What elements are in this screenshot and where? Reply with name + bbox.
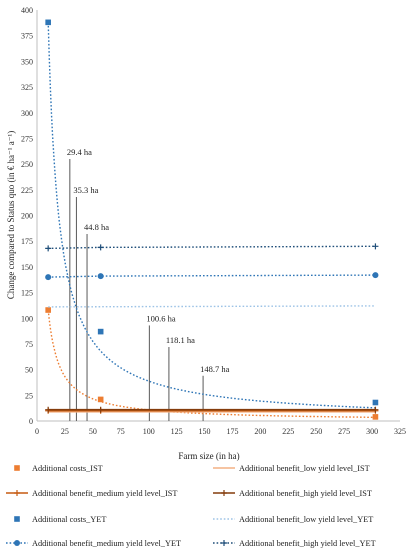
series-5 <box>45 19 379 406</box>
legend-item: Additional benefit_high yield level_YET <box>213 539 376 548</box>
legend-item: Additional benefit_medium yield level_YE… <box>6 539 181 548</box>
legend: Additional costs_IST Additional benefit_l… <box>6 464 376 548</box>
threshold-label: 148.7 ha <box>200 364 230 374</box>
data-point <box>97 406 104 413</box>
data-point <box>372 406 379 413</box>
y-tick-label: 175 <box>21 237 33 246</box>
data-point <box>372 243 379 250</box>
legend-item: Additional benefit_medium yield level_IS… <box>6 489 177 498</box>
annotations: 29.4 ha 35.3 ha 44.8 ha 100.6 ha 118.1 ha 148… <box>67 147 230 421</box>
data-point <box>97 396 104 403</box>
legend-symbol <box>213 490 235 496</box>
trendline <box>47 22 376 409</box>
legend-symbol <box>6 540 28 546</box>
x-tick-label: 225 <box>282 427 294 436</box>
y-tick-label: 375 <box>21 32 33 41</box>
y-tick-label: 225 <box>21 186 33 195</box>
x-tick-label: 200 <box>254 427 266 436</box>
legend-marker <box>14 465 20 471</box>
x-tick-label: 325 <box>394 427 406 436</box>
legend-label: Additional benefit_high yield level_YET <box>239 539 376 548</box>
legend-symbol <box>14 465 20 471</box>
data-point <box>45 19 51 26</box>
legend-item: Additional costs_IST <box>14 464 103 473</box>
data-point <box>45 307 51 313</box>
legend-marker <box>14 540 20 546</box>
series-1 <box>45 307 379 420</box>
y-tick-label: 350 <box>21 57 33 66</box>
legend-label: Additional costs_YET <box>32 515 106 524</box>
data-point <box>97 273 104 280</box>
series-8 <box>45 243 379 252</box>
data-point <box>372 272 379 279</box>
x-tick-label: 0 <box>35 427 39 436</box>
legend-item: Additional benefit_high yield level_IST <box>213 489 372 498</box>
legend-symbol <box>213 540 235 546</box>
legend-symbol <box>14 516 20 522</box>
legend-item: Additional benefit_low yield level_YET <box>213 515 373 524</box>
threshold-label: 29.4 ha <box>67 147 92 157</box>
series-line <box>48 305 376 308</box>
axes: 0255075100125150175200225250275300325350… <box>21 6 406 436</box>
series-4 <box>45 406 379 413</box>
legend-marker <box>221 540 227 546</box>
x-tick-label: 275 <box>338 427 350 436</box>
y-tick-label: 300 <box>21 109 33 118</box>
series-line <box>48 245 376 250</box>
series-layer <box>45 19 379 420</box>
legend-label: Additional benefit_medium yield level_YE… <box>32 539 181 548</box>
threshold-label: 118.1 ha <box>166 335 195 345</box>
series-7 <box>45 272 379 281</box>
y-tick-label: 150 <box>21 263 33 272</box>
legend-label: Additional benefit_high yield level_IST <box>239 489 372 498</box>
x-tick-label: 75 <box>117 427 125 436</box>
data-point <box>45 406 52 413</box>
threshold-label: 44.8 ha <box>84 222 109 232</box>
series-6 <box>48 305 376 308</box>
legend-marker <box>14 516 20 522</box>
threshold-label: 35.3 ha <box>73 185 98 195</box>
legend-label: Additional costs_IST <box>32 464 103 473</box>
data-point <box>97 244 104 251</box>
legend-symbol <box>6 490 28 496</box>
x-tick-label: 150 <box>199 427 211 436</box>
x-tick-label: 50 <box>89 427 97 436</box>
data-point <box>97 328 104 335</box>
y-tick-label: 275 <box>21 134 33 143</box>
threshold-label: 100.6 ha <box>146 313 176 323</box>
x-tick-label: 175 <box>226 427 238 436</box>
y-tick-label: 200 <box>21 212 33 221</box>
legend-marker <box>221 490 227 496</box>
y-tick-label: 75 <box>25 340 33 349</box>
data-point <box>372 414 379 420</box>
x-tick-label: 125 <box>171 427 183 436</box>
data-point <box>45 274 52 281</box>
x-tick-label: 100 <box>143 427 155 436</box>
y-tick-label: 50 <box>25 366 33 375</box>
legend-label: Additional benefit_low yield level_IST <box>239 464 370 473</box>
legend-label: Additional benefit_medium yield level_IS… <box>32 489 177 498</box>
x-tick-label: 300 <box>366 427 378 436</box>
y-tick-label: 125 <box>21 289 33 298</box>
y-tick-label: 100 <box>21 314 33 323</box>
legend-item: Additional benefit_low yield level_IST <box>213 464 370 473</box>
y-tick-label: 0 <box>29 417 33 426</box>
x-tick-label: 250 <box>310 427 322 436</box>
y-tick-label: 25 <box>25 391 33 400</box>
x-tick-label: 25 <box>61 427 69 436</box>
x-axis-title: Farm size (in ha) <box>178 451 239 461</box>
legend-marker <box>14 490 20 496</box>
series-line <box>48 274 376 278</box>
y-axis-title: Change compared to Status quo (in € ha⁻¹… <box>6 131 16 299</box>
legend-item: Additional costs_YET <box>14 515 106 524</box>
y-tick-label: 250 <box>21 160 33 169</box>
y-tick-label: 325 <box>21 83 33 92</box>
data-point <box>45 245 52 252</box>
legend-label: Additional benefit_low yield level_YET <box>239 515 373 524</box>
data-point <box>372 399 379 406</box>
series-3 <box>45 407 379 414</box>
y-tick-label: 400 <box>21 6 33 15</box>
